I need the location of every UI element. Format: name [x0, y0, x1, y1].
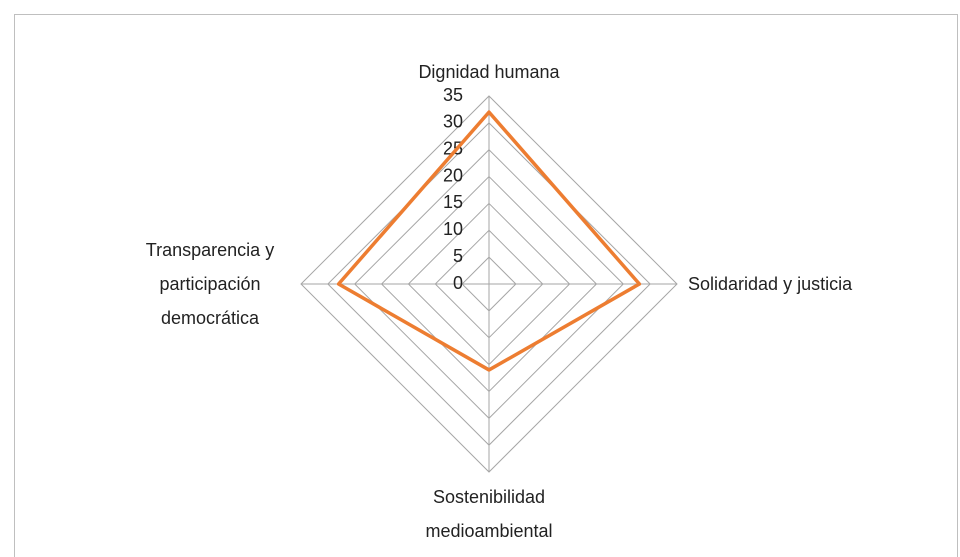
chart-frame	[14, 14, 958, 557]
r-tick-label: 35	[443, 85, 463, 105]
r-tick-label: 0	[453, 273, 463, 293]
category-label: Dignidad humana	[418, 62, 560, 82]
category-label: Transparencia y participación democrátic…	[145, 240, 275, 328]
r-tick-label: 15	[443, 192, 463, 212]
series-line	[336, 110, 642, 372]
r-tick-label: 20	[443, 165, 463, 185]
category-label: Solidaridad y justicia	[688, 274, 853, 294]
r-tick-label: 25	[443, 138, 463, 158]
r-tick-label: 5	[453, 246, 463, 266]
r-tick-label: 10	[443, 219, 463, 239]
r-tick-label: 30	[443, 112, 463, 132]
category-label: Sostenibilidad medioambiental	[425, 487, 553, 541]
